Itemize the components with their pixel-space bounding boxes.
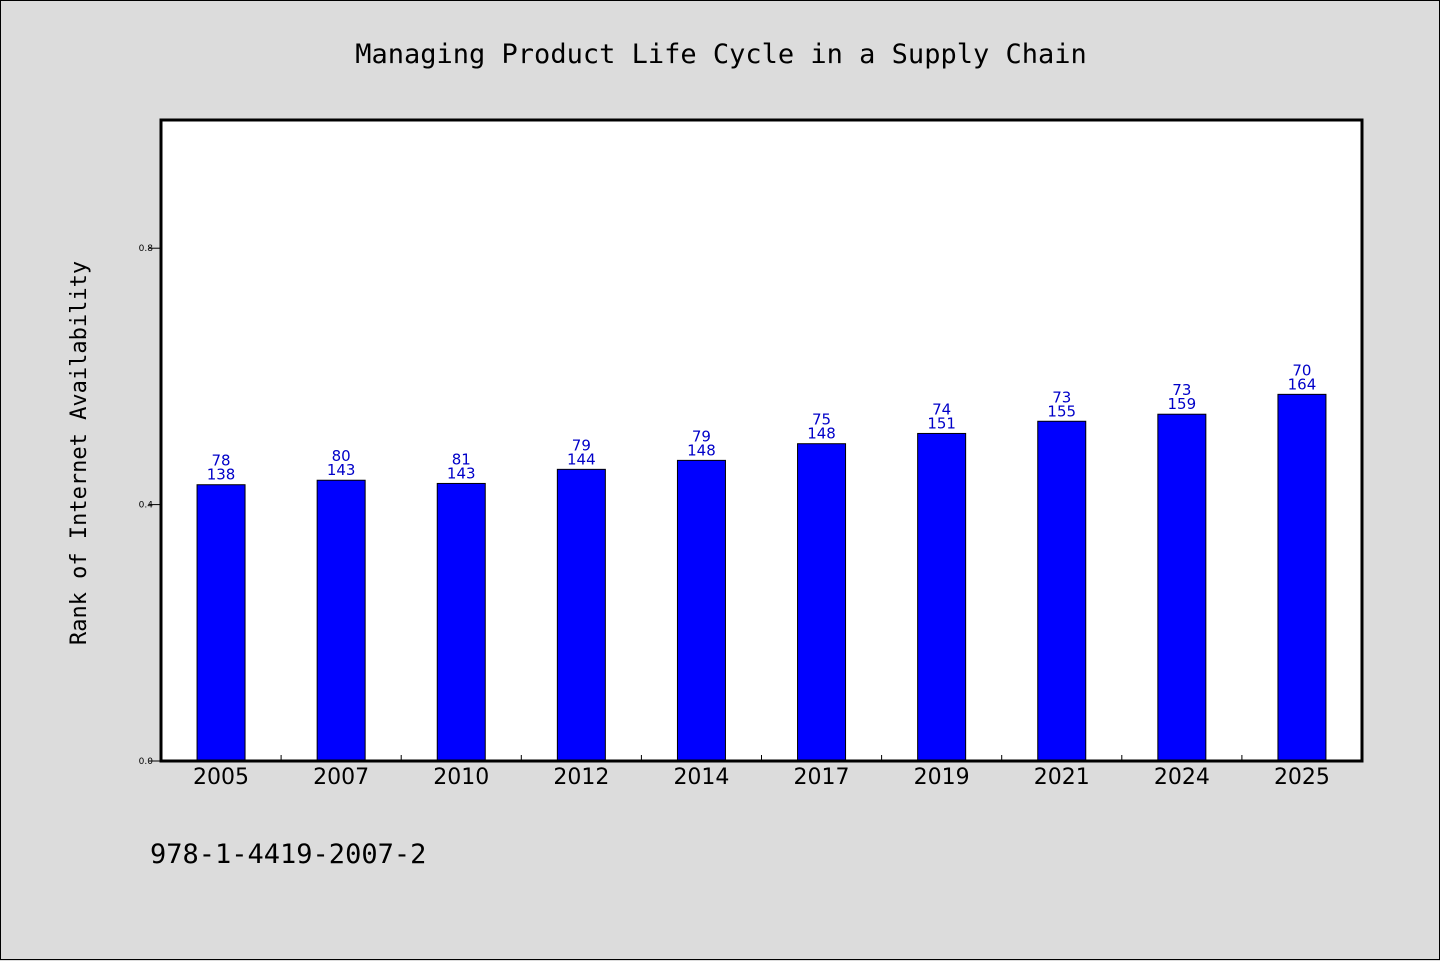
data-label-top: 74 — [932, 400, 951, 418]
x-tick-label: 2024 — [1154, 765, 1210, 790]
chart-title: Managing Product Life Cycle in a Supply … — [355, 39, 1087, 70]
x-tick-label: 2012 — [553, 765, 609, 790]
data-label-top: 73 — [1052, 388, 1071, 406]
y-axis-label: Rank of Internet Availability — [67, 261, 92, 645]
data-label-top: 80 — [332, 447, 351, 465]
data-label-bottom: 148 — [807, 425, 836, 443]
data-label-top: 81 — [452, 450, 471, 468]
bar — [917, 432, 967, 762]
data-label-top: 78 — [212, 452, 231, 470]
x-tick-label: 2021 — [1034, 765, 1090, 790]
data-label-bottom: 164 — [1288, 375, 1317, 393]
data-label-bottom: 151 — [927, 414, 956, 432]
bar — [676, 459, 726, 762]
data-label-top: 73 — [1172, 381, 1191, 399]
data-label-bottom: 148 — [687, 441, 716, 459]
data-label-bottom: 143 — [447, 464, 476, 482]
x-tick-label: 2005 — [193, 765, 249, 790]
bar — [797, 443, 847, 762]
bar — [556, 468, 606, 762]
x-tick-label: 2007 — [313, 765, 369, 790]
y-tick-label: 0.8 — [139, 244, 154, 254]
data-label-bottom: 144 — [567, 450, 596, 468]
x-tick-label: 2014 — [673, 765, 729, 790]
bar — [436, 482, 486, 762]
axis-ticks: 0.0 0.4 0.8 2005 2007 2010 2012 2014 2017 2019 202… — [139, 244, 1330, 790]
x-tick-label: 2010 — [433, 765, 489, 790]
x-tick-label: 2019 — [914, 765, 970, 790]
data-label-bottom: 155 — [1047, 402, 1076, 420]
data-label-top: 79 — [572, 436, 591, 454]
bars — [196, 393, 1327, 762]
y-tick-label: 0.0 — [139, 757, 154, 767]
plot-border — [159, 118, 1364, 763]
bar — [1157, 413, 1207, 762]
data-label-top: 75 — [812, 411, 831, 429]
data-label-top: 70 — [1292, 361, 1311, 379]
bar — [1037, 420, 1087, 762]
data-label-bottom: 159 — [1168, 395, 1197, 413]
data-label-bottom: 138 — [207, 466, 236, 484]
x-tick-label: 2017 — [794, 765, 850, 790]
bar — [196, 484, 246, 762]
data-label-bottom: 143 — [327, 461, 356, 479]
y-tick-label: 0.4 — [139, 501, 154, 511]
data-label-top: 79 — [692, 427, 711, 445]
bar — [1277, 393, 1327, 762]
footer-code: 978-1-4419-2007-2 — [150, 839, 426, 870]
x-tick-label: 2025 — [1274, 765, 1330, 790]
bar — [316, 479, 366, 762]
